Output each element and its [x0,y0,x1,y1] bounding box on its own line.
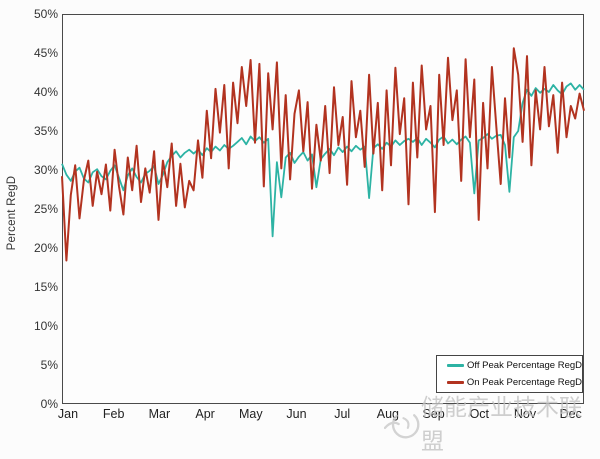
x-tick-label: Apr [195,407,215,421]
y-tick-label: 0% [40,397,58,411]
regd-percentage-chart: Percent RegD 50% 45% 40% 35% 30% 25% 20% 15% 10%… [6,7,585,455]
legend-label-off-peak: Off Peak Percentage RegD [467,360,582,371]
x-tick-label: Jan [57,407,79,421]
off-peak-line-swatch [447,364,465,367]
plot-area [62,14,584,404]
legend-item-off-peak: Off Peak Percentage RegD [447,359,582,373]
x-tick-label: Oct [469,407,490,421]
x-tick-label: Jul [334,407,351,421]
y-tick-label: 50% [33,7,58,21]
y-tick-label: 45% [33,46,58,60]
y-tick-label: 10% [33,319,58,333]
legend-item-on-peak: On Peak Percentage RegD [447,376,582,390]
legend: Off Peak Percentage RegD On Peak Percent… [436,355,583,393]
x-tick-label: Nov [513,407,537,421]
x-tick-label: Dec [559,407,582,421]
y-tick-label: 30% [33,163,58,177]
y-tick-label: 25% [33,202,58,216]
x-tick-label: May [238,407,263,421]
y-tick-label: 40% [33,85,58,99]
y-tick-label: 20% [33,241,58,255]
y-tick-label: 15% [33,280,58,294]
x-tick-label: Aug [376,407,400,421]
y-tick-label: 35% [33,124,58,138]
on-peak-series-line [61,47,585,262]
y-tick-label: 5% [40,358,58,372]
x-tick-label: Mar [148,407,171,421]
legend-label-on-peak: On Peak Percentage RegD [466,377,582,388]
chart-lines-canvas [61,47,585,262]
x-tick-label: Feb [102,407,125,421]
on-peak-line-swatch [447,381,464,384]
x-tick-label: Jun [286,407,307,421]
x-tick-label: Sep [422,407,445,421]
